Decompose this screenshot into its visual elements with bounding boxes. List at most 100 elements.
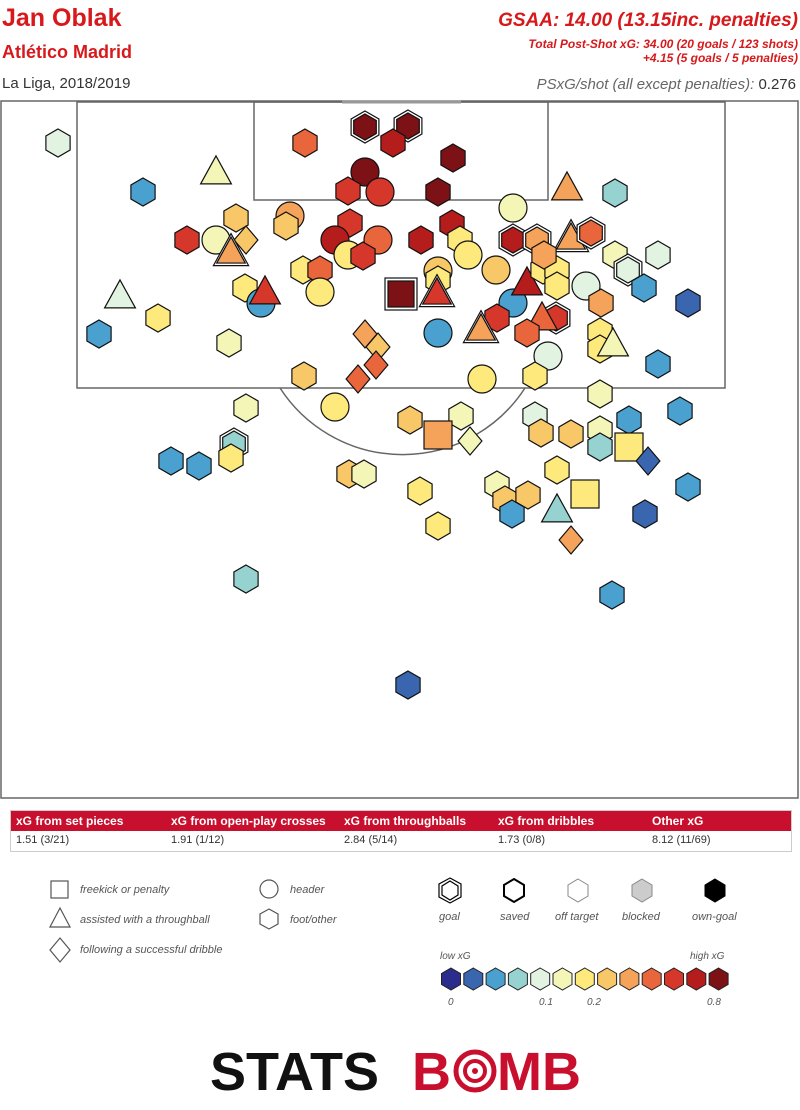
shot-marker — [395, 670, 421, 700]
shot-marker — [199, 154, 233, 185]
psxg-per-shot-label: PSxG/shot (all except penalties): — [536, 76, 755, 93]
scale-swatch — [530, 967, 551, 991]
shot-marker — [174, 225, 200, 255]
scale-swatch — [552, 967, 573, 991]
shot-marker — [570, 479, 600, 509]
legend-off-target: off target — [555, 911, 599, 923]
shot-marker — [602, 178, 628, 208]
shot-marker — [448, 401, 474, 431]
shot-marker — [587, 379, 613, 409]
psxg-summary: Total Post-Shot xG: 34.00 (20 goals / 12… — [528, 37, 798, 65]
xg-table-header: xG from set pieces xG from open-play cro… — [11, 811, 791, 831]
legend-header: header — [290, 884, 326, 896]
shot-marker — [462, 309, 500, 344]
shot-marker — [273, 211, 299, 241]
logo-target-icon — [453, 1049, 497, 1093]
shot-marker — [544, 271, 570, 301]
logo-text-b: B — [412, 1042, 451, 1100]
scale-swatch — [507, 967, 528, 991]
shot-marker — [350, 110, 380, 144]
shot-marker — [645, 349, 671, 379]
scale-swatch — [708, 967, 729, 991]
shot-marker — [423, 318, 453, 348]
shot-marker — [613, 253, 643, 287]
shot-marker — [233, 225, 259, 255]
shot-marker — [186, 451, 212, 481]
shot-map — [0, 100, 799, 799]
scale-tick-0.8: 0.8 — [707, 997, 721, 1008]
shot-marker — [103, 278, 137, 309]
shot-marker — [350, 241, 376, 271]
shot-marker — [380, 128, 406, 158]
shot-marker — [305, 277, 335, 307]
shot-marker — [453, 240, 483, 270]
shot-marker — [233, 393, 259, 423]
shot-marker — [632, 499, 658, 529]
xg-value-other: 8.12 (11/69) — [652, 834, 711, 846]
gsaa-summary: GSAA: 14.00 (13.15inc. penalties) — [498, 10, 798, 31]
shot-marker — [515, 480, 541, 510]
psxg-per-shot: PSxG/shot (all except penalties): 0.276 — [537, 76, 796, 93]
scale-swatch — [686, 967, 707, 991]
shot-marker — [223, 203, 249, 233]
season-label: La Liga, 2018/2019 — [2, 75, 131, 92]
shot-marker — [558, 419, 584, 449]
shot-marker — [45, 128, 71, 158]
shot-marker — [292, 128, 318, 158]
shot-marker — [130, 177, 156, 207]
shot-marker — [335, 176, 361, 206]
shot-marker — [363, 350, 389, 380]
shot-marker — [588, 288, 614, 318]
throughball-triangle-icon — [49, 906, 71, 928]
dribble-diamond-icon — [49, 937, 71, 963]
statsbomb-logo: STATS B MB — [210, 1042, 581, 1100]
saved-hexagon-icon — [503, 877, 525, 904]
legend-foot: foot/other — [290, 914, 338, 926]
scale-tick-0: 0 — [448, 997, 454, 1008]
shot-marker — [425, 511, 451, 541]
xg-value-crosses: 1.91 (1/12) — [171, 834, 225, 846]
shot-marker — [558, 525, 584, 555]
team-name: Atlético Madrid — [2, 42, 133, 62]
shot-marker — [352, 319, 378, 349]
shot-marker — [407, 476, 433, 506]
shot-marker — [291, 361, 317, 391]
xg-breakdown-table: xG from set pieces xG from open-play cro… — [10, 810, 792, 852]
shot-marker — [158, 446, 184, 476]
xg-value-dribbles: 1.73 (0/8) — [498, 834, 546, 846]
shot-marker — [596, 326, 630, 357]
shot-marker — [533, 341, 563, 371]
shot-marker — [576, 216, 606, 250]
shot-marker — [216, 328, 242, 358]
shot-marker — [675, 288, 701, 318]
shot-marker — [635, 446, 661, 476]
player-name: Jan Oblak — [2, 4, 122, 32]
scale-swatch — [664, 967, 684, 991]
scale-swatch — [641, 967, 662, 991]
shot-marker — [481, 255, 511, 285]
shot-marker — [531, 240, 557, 270]
psxg-penalties: +4.15 (5 goals / 5 penalties) — [642, 51, 798, 65]
shot-marker — [510, 265, 544, 296]
scale-swatch — [597, 967, 618, 991]
shot-marker — [457, 426, 483, 456]
off-target-hexagon-icon — [567, 878, 589, 903]
shot-marker — [233, 564, 259, 594]
penalty-arc — [279, 387, 526, 456]
shot-marker — [540, 492, 574, 523]
shot-marker — [351, 459, 377, 489]
foot-hexagon-icon — [259, 908, 279, 930]
psxg-per-shot-value: 0.276 — [758, 76, 796, 93]
shot-marker — [631, 273, 657, 303]
shot-marker — [145, 303, 171, 333]
shot-marker — [550, 170, 584, 201]
xg-header-other: Other xG — [652, 814, 704, 828]
shot-marker — [544, 455, 570, 485]
shot-marker — [522, 361, 548, 391]
legend-saved: saved — [500, 911, 530, 923]
xg-value-set-pieces: 1.51 (3/21) — [16, 834, 70, 846]
scale-high-label: high xG — [690, 951, 725, 962]
xg-header-crosses: xG from open-play crosses — [171, 814, 326, 828]
shot-marker — [675, 472, 701, 502]
shot-marker — [498, 193, 528, 223]
